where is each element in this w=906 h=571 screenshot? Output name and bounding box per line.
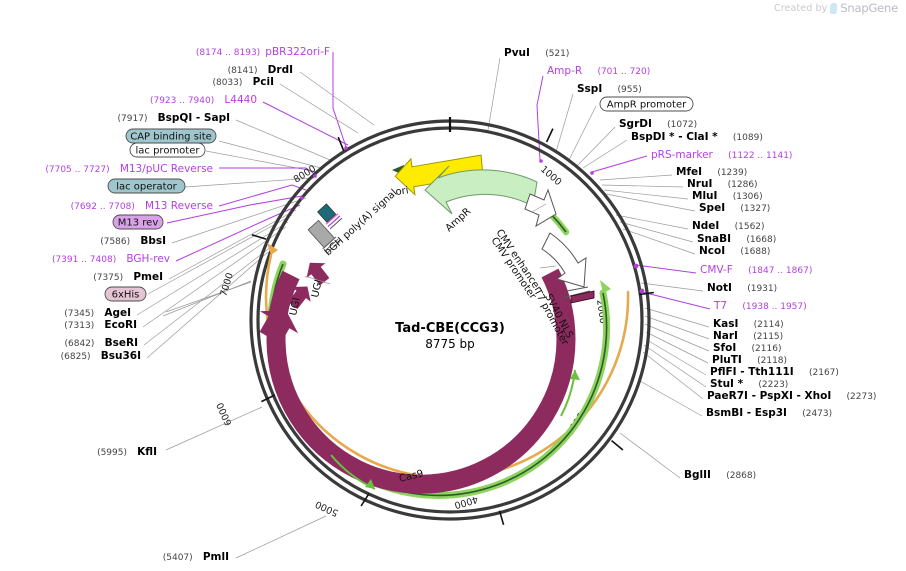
label-cmv-f[interactable]: CMV-F (1847 .. 1867) — [700, 258, 812, 277]
leader-lines-right — [487, 57, 711, 479]
plasmid-name: Tad-CBE(CCG3) — [395, 321, 505, 336]
label-sspi[interactable]: SspI (955) — [577, 77, 642, 96]
boxed-labels-right: AmpR promoter — [599, 96, 694, 112]
label-t7[interactable]: T7 (1938 .. 1957) — [713, 294, 807, 313]
snapgene-watermark: Created by SnapGene — [774, 1, 898, 15]
label-sgrdi[interactable]: SgrDI (1072) — [619, 112, 697, 131]
feature-cmv-group: CMV enhancer CMV promoter — [489, 188, 587, 302]
label-l4440[interactable]: (7923 .. 7940) L4440 — [150, 88, 257, 107]
left-label-column: (8174 .. 8193) pBR322ori-F (8141) DrdI (… — [45, 40, 330, 564]
feature-ampr: AmpR — [424, 165, 538, 234]
label-paer7i-pspxi-xhoi[interactable]: PaeR7I - PspXI - XhoI (2273) — [707, 384, 876, 403]
boxed-label-text-amprp: AmpR promoter — [607, 100, 687, 111]
tick-label-6000: 6000 — [215, 401, 235, 428]
label-noti[interactable]: NotI (1931) — [707, 276, 777, 295]
label-mfei[interactable]: MfeI (1239) — [676, 160, 747, 179]
label-sfoi[interactable]: SfoI (2116) — [713, 336, 781, 355]
feature-label-ugi-1: UGI — [288, 297, 303, 317]
label-nrui[interactable]: NruI (1286) — [687, 172, 758, 191]
label-bsmbi-esp3i[interactable]: BsmBI - Esp3I (2473) — [706, 401, 832, 420]
label-bspdi-clai[interactable]: BspDI * - ClaI * (1089) — [631, 125, 763, 144]
label-pbr322ori-f[interactable]: (8174 .. 8193) pBR322ori-F — [196, 40, 330, 59]
tick-label-1000: 1000 — [538, 164, 563, 188]
right-label-column: PvuI (521) Amp-R (701 .. 720) SspI (955)… — [504, 41, 876, 482]
label-agei[interactable]: (7345) AgeI — [64, 301, 131, 320]
label-bspqi-sapi[interactable]: (7917) BspQI - SapI — [118, 106, 230, 125]
label-bglii[interactable]: BglII (2868) — [684, 463, 756, 482]
arrow-inner-green-right — [560, 369, 580, 417]
boxed-label-text-cap: CAP binding site — [130, 132, 212, 143]
watermark-brand: SnapGene — [840, 1, 898, 15]
tick-label-5000: 5000 — [314, 498, 341, 518]
feature-ori: ori — [394, 154, 484, 198]
feature-label-bgh-polya: bGH poly(A) signal — [323, 188, 400, 259]
label-pluti[interactable]: PluTI (2118) — [712, 348, 787, 367]
watermark-prefix: Created by — [774, 2, 828, 14]
label-nari[interactable]: NarI (2115) — [713, 324, 783, 343]
label-pmei[interactable]: (7375) PmeI — [93, 265, 163, 284]
boxed-label-text-laco: lac operator — [116, 182, 177, 193]
label-drdi[interactable]: (8141) DrdI — [228, 58, 293, 77]
label-bgh-rev[interactable]: (7391 .. 7408) BGH-rev — [52, 247, 170, 266]
label-pmli[interactable]: (5407) PmlI — [163, 545, 229, 564]
label-bbsi[interactable]: (7586) BbsI — [100, 229, 166, 248]
label-spei[interactable]: SpeI (1327) — [699, 196, 770, 215]
label-m13puc-reverse[interactable]: (7705 .. 7727) M13/pUC Reverse — [45, 157, 213, 176]
leader-lines-left — [136, 52, 375, 559]
label-pvui[interactable]: PvuI (521) — [504, 41, 569, 60]
boxed-label-lac-promoter[interactable]: lac promoter — [129, 142, 206, 158]
label-snabi[interactable]: SnaBI (1668) — [697, 227, 776, 246]
arrow-inner-green-bottom — [330, 454, 376, 490]
boxed-label-text-m13rev: M13 rev — [118, 218, 159, 229]
feature-label-ugi-2: UGI — [310, 279, 325, 299]
label-mlui[interactable]: MluI (1306) — [692, 184, 763, 203]
label-ecori[interactable]: (7313) EcoRI — [64, 313, 137, 332]
boxed-label-6xhis[interactable]: 6xHis — [104, 286, 147, 302]
feature-cas9: Cas9 — [266, 268, 576, 494]
label-ncoi[interactable]: NcoI (1688) — [699, 239, 770, 258]
boxed-label-lac-operator[interactable]: lac operator — [107, 178, 186, 194]
label-bsu36i[interactable]: (6825) Bsu36I — [61, 344, 141, 363]
boxed-label-cap-binding-site[interactable]: CAP binding site — [125, 128, 217, 144]
label-kasi[interactable]: KasI (2114) — [713, 312, 784, 331]
boxed-label-m13-rev[interactable]: M13 rev — [112, 214, 164, 230]
label-amp-r[interactable]: Amp-R (701 .. 720) — [547, 59, 650, 78]
label-prs-marker[interactable]: pRS-marker (1122 .. 1141) — [651, 143, 792, 162]
boxed-labels-left: CAP binding site lac promoter lac operat… — [104, 128, 217, 302]
feature-label-ori: ori — [395, 185, 409, 198]
boxed-label-text-lacp: lac promoter — [136, 146, 201, 157]
feature-bgh-polya: bGH poly(A) signal — [307, 188, 400, 259]
leader-lines-left-lower — [165, 281, 252, 313]
label-ndei[interactable]: NdeI (1562) — [692, 214, 765, 233]
label-kfli-main[interactable]: (5995) KflI — [97, 440, 157, 459]
feature-ugi-group: UGI UGI — [259, 262, 331, 344]
boxed-label-ampr-promoter[interactable]: AmpR promoter — [599, 96, 694, 112]
leader-kfli — [165, 406, 263, 451]
label-pflfi-tth111i[interactable]: PflFI - Tth111I (2167) — [710, 360, 839, 379]
label-stui[interactable]: StuI * (2223) — [710, 372, 788, 391]
label-m13-reverse[interactable]: (7692 .. 7708) M13 Reverse — [71, 194, 213, 213]
tick-label-7000: 7000 — [218, 272, 236, 298]
label-bseri[interactable]: (6842) BseRI — [65, 331, 138, 350]
label-pcii[interactable]: (8033) PciI — [212, 70, 274, 89]
primer-site-dots — [300, 146, 645, 294]
plasmid-size: 8775 bp — [425, 337, 475, 351]
boxed-label-text-6xhis: 6xHis — [112, 290, 140, 301]
plasmid-center-info: Tad-CBE(CCG3) 8775 bp — [395, 321, 505, 351]
